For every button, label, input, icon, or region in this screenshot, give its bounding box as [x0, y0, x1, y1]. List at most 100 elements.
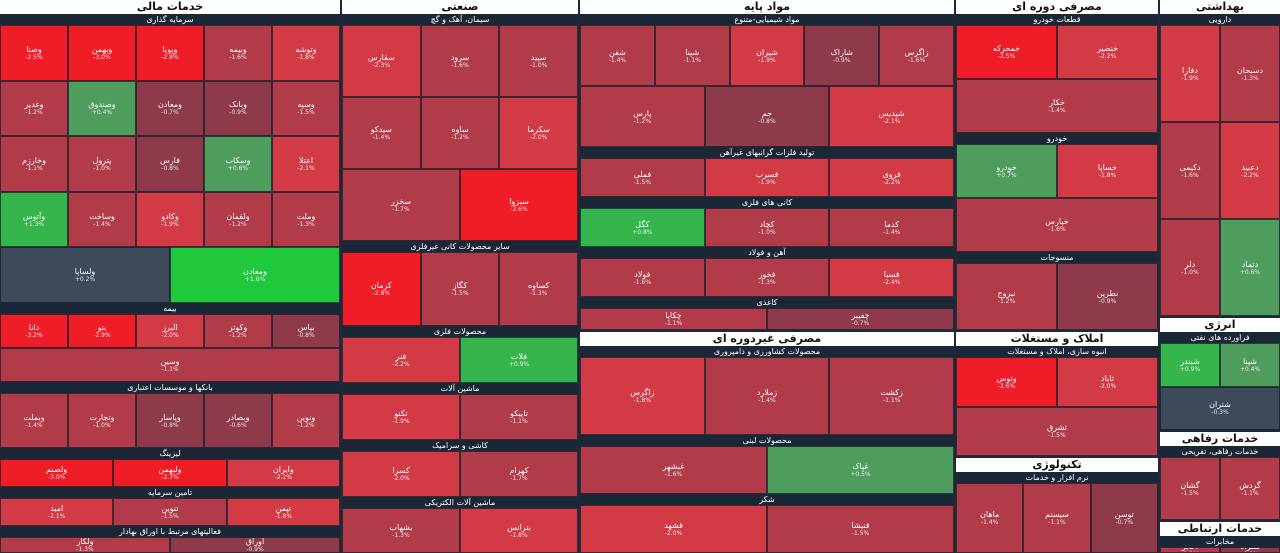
stock-cell[interactable]: وصندوق +0.4% — [68, 80, 136, 137]
stock-cell[interactable]: کسرا -2.0% — [342, 451, 460, 497]
stock-cell[interactable]: وکوثر -1.2% — [204, 314, 272, 348]
stock-cell[interactable]: کساوه -1.3% — [499, 252, 578, 326]
stock-cell[interactable]: قشهد -2.0% — [580, 505, 767, 553]
stock-cell[interactable]: شپنا -1.1% — [654, 25, 730, 86]
stock-cell[interactable]: ومعادن +1.6% — [170, 247, 340, 303]
stock-cell[interactable]: تنوین -1.5% — [113, 498, 227, 526]
stock-cell[interactable]: گردش -1.1% — [1220, 457, 1280, 520]
stock-cell[interactable]: سکرما -2.0% — [499, 97, 578, 169]
stock-cell[interactable]: شپدیس -2.1% — [829, 86, 954, 147]
stock-cell[interactable]: کگل +0.8% — [580, 208, 705, 247]
stock-cell[interactable]: امید -2.1% — [0, 498, 114, 526]
stock-cell[interactable]: ولساپا +0.2% — [0, 247, 170, 303]
stock-cell[interactable]: البرز -2.0% — [136, 314, 204, 348]
stock-cell[interactable]: وغدیر -1.2% — [0, 80, 68, 137]
stock-cell[interactable]: دعبید -2.2% — [1220, 122, 1280, 219]
stock-cell[interactable]: اخابر-1.2% — [1160, 547, 1220, 553]
stock-cell[interactable]: وبهمن -3.0% — [68, 25, 136, 81]
stock-cell[interactable]: ساوه -1.2% — [420, 97, 500, 169]
stock-cell[interactable]: دتماد +0.6% — [1220, 219, 1280, 316]
stock-cell[interactable]: سبزوا -2.6% — [460, 169, 578, 241]
stock-cell[interactable]: وکادو -1.9% — [136, 191, 204, 248]
stock-cell[interactable]: خکار -1.4% — [956, 79, 1158, 133]
stock-cell[interactable]: سپید -1.0% — [499, 25, 578, 97]
stock-cell[interactable]: خساپا -1.8% — [1057, 144, 1158, 198]
stock-cell[interactable]: توسن -0.7% — [1090, 483, 1158, 553]
stock-cell[interactable]: جم -0.8% — [704, 86, 830, 147]
stock-cell[interactable]: فروی -2.2% — [829, 158, 954, 197]
stock-cell[interactable]: ثاباد -2.0% — [1057, 357, 1158, 407]
stock-cell[interactable]: شتران -0.3% — [1160, 386, 1280, 430]
stock-cell[interactable]: بشهاب -1.3% — [342, 508, 460, 553]
stock-cell[interactable]: وصنا -2.5% — [0, 25, 68, 81]
stock-cell[interactable]: کرمان -2.8% — [342, 252, 421, 326]
stock-cell[interactable]: شفن -1.4% — [580, 25, 655, 86]
stock-cell[interactable]: دسبحان -1.3% — [1220, 25, 1280, 122]
stock-cell[interactable]: وخارزم -1.1% — [0, 136, 68, 192]
stock-cell[interactable]: کگاز -1.5% — [420, 252, 500, 326]
stock-cell[interactable]: وپویا -2.8% — [136, 25, 204, 81]
stock-cell[interactable]: زاگرس -1.6% — [879, 25, 954, 86]
stock-cell[interactable]: ماهان -1.4% — [956, 483, 1024, 553]
stock-cell[interactable]: دفارا -1.9% — [1160, 25, 1220, 122]
stock-cell[interactable]: بترانس -1.8% — [460, 508, 578, 553]
stock-cell[interactable]: اعتلا -2.1% — [272, 136, 340, 192]
stock-cell[interactable]: شیران -1.9% — [729, 25, 805, 86]
stock-cell[interactable]: وایران -2.2% — [226, 459, 340, 487]
stock-cell[interactable]: کهرام -1.7% — [460, 451, 578, 497]
stock-cell[interactable]: خنصیر -2.2% — [1057, 25, 1158, 79]
stock-cell[interactable]: گشان -1.5% — [1160, 457, 1220, 520]
stock-cell[interactable]: کچاد -1.0% — [704, 208, 830, 247]
stock-cell[interactable]: فنر -2.2% — [342, 337, 460, 383]
stock-cell[interactable]: ولکار -1.3% — [0, 537, 170, 553]
stock-cell[interactable]: تکنو -1.9% — [342, 394, 460, 440]
stock-cell[interactable]: بنو -2.9% — [68, 314, 136, 348]
stock-cell[interactable]: نطرین -0.9% — [1057, 263, 1158, 330]
stock-cell[interactable]: سخزر -1.7% — [342, 169, 460, 241]
stock-cell[interactable]: چکاپا -1.1% — [580, 308, 767, 330]
stock-cell[interactable]: فارس -0.8% — [136, 136, 204, 192]
stock-cell[interactable]: ونوین -1.2% — [272, 393, 340, 448]
stock-cell[interactable]: پارس -1.2% — [580, 86, 705, 147]
stock-cell[interactable]: ولبهمن -2.7% — [113, 459, 227, 487]
stock-cell[interactable]: خودرو +0.7% — [956, 144, 1057, 198]
stock-cell[interactable]: ثشرق -1.5% — [956, 406, 1158, 456]
stock-cell[interactable]: دانا -3.2% — [0, 314, 68, 348]
stock-cell[interactable]: وتجارت -1.0% — [68, 393, 136, 448]
stock-cell[interactable]: ولصنم -3.0% — [0, 459, 114, 487]
stock-cell[interactable]: سیدکو -1.4% — [342, 97, 421, 169]
stock-cell[interactable]: چفیبر -0.7% — [767, 308, 954, 330]
stock-cell[interactable]: شبندر +0.9% — [1160, 343, 1220, 387]
stock-cell[interactable]: وپاسار -0.8% — [136, 393, 204, 448]
stock-cell[interactable]: فولاد -1.6% — [580, 258, 705, 297]
stock-cell[interactable]: فخوز -1.3% — [704, 258, 830, 297]
stock-cell[interactable]: فملی -1.5% — [580, 158, 705, 197]
stock-cell[interactable]: کدما -1.4% — [829, 208, 954, 247]
stock-cell[interactable]: خمحرکه -2.5% — [956, 25, 1057, 79]
stock-cell[interactable]: سفارس -2.3% — [342, 25, 421, 97]
stock-cell[interactable]: همراه-0.8% — [1220, 547, 1280, 553]
stock-cell[interactable]: پترول -1.0% — [68, 136, 136, 192]
stock-cell[interactable]: وبانک -0.9% — [204, 80, 272, 137]
stock-cell[interactable]: وملت -1.3% — [272, 191, 340, 248]
stock-cell[interactable]: فسبا -2.4% — [829, 258, 954, 297]
stock-cell[interactable]: تپمن -1.8% — [226, 498, 340, 526]
stock-cell[interactable]: خپارس -1.6% — [956, 198, 1158, 252]
stock-cell[interactable]: سرود -1.6% — [420, 25, 500, 97]
stock-cell[interactable]: بپاس -0.8% — [272, 314, 340, 348]
stock-cell[interactable]: وبملت -1.4% — [0, 393, 68, 448]
stock-cell[interactable]: وتوس -2.6% — [956, 357, 1057, 407]
stock-cell[interactable]: نبروج -1.2% — [956, 263, 1057, 330]
stock-cell[interactable]: زملارد -1.4% — [704, 357, 830, 435]
stock-cell[interactable]: فلات +0.9% — [460, 337, 578, 383]
stock-cell[interactable]: قنیشا -1.5% — [767, 505, 954, 553]
stock-cell[interactable]: وسین -1.1% — [0, 348, 340, 382]
stock-cell[interactable]: زکشت -1.1% — [829, 357, 954, 435]
stock-cell[interactable]: وبیمه -1.6% — [204, 25, 272, 81]
stock-cell[interactable]: ولقمان -1.2% — [204, 191, 272, 248]
stock-cell[interactable]: دکیمی -1.6% — [1160, 122, 1220, 219]
stock-cell[interactable]: شپنا +0.4% — [1220, 343, 1280, 387]
stock-cell[interactable]: وآتوس +1.3% — [0, 191, 68, 248]
stock-cell[interactable]: وساخت -1.4% — [68, 191, 136, 248]
stock-cell[interactable]: زاگرس -1.8% — [580, 357, 705, 435]
